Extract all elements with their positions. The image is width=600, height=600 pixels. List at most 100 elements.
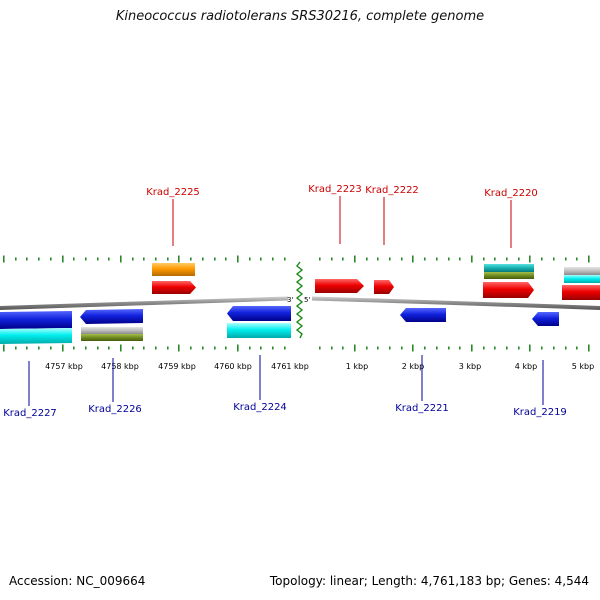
- minor-tick: [143, 257, 145, 261]
- minor-tick: [319, 346, 321, 350]
- gene-feature-cyan-left[interactable]: [0, 328, 72, 344]
- minor-tick: [401, 257, 403, 261]
- gene-label-lower[interactable]: Krad_2224: [233, 402, 287, 413]
- major-tick: [62, 344, 64, 352]
- minor-tick: [331, 257, 333, 261]
- minor-tick: [518, 257, 520, 261]
- coordinate-tick-label: 4758 kbp: [101, 362, 139, 371]
- genome-stats-text: Topology: linear; Length: 4,761,183 bp; …: [269, 574, 589, 588]
- coordinate-tick-label: 1 kbp: [346, 362, 368, 371]
- gene-feature-teal[interactable]: [484, 264, 534, 273]
- minor-tick: [73, 257, 75, 261]
- minor-tick: [389, 257, 391, 261]
- major-tick: [237, 344, 239, 352]
- gene-feature-orange[interactable]: [152, 263, 195, 276]
- major-tick: [3, 255, 5, 263]
- major-tick: [529, 255, 531, 263]
- gene-feature-krad-2225[interactable]: [152, 281, 196, 294]
- major-tick: [588, 344, 590, 352]
- minor-tick: [143, 346, 145, 350]
- minor-tick: [97, 346, 99, 350]
- gene-feature-olive[interactable]: [484, 272, 534, 279]
- major-tick: [471, 344, 473, 352]
- gene-label-upper[interactable]: Krad_2223: [308, 184, 362, 195]
- gene-feature-gray-right[interactable]: [564, 267, 600, 275]
- minor-tick: [190, 257, 192, 261]
- gene-feature-krad-2222[interactable]: [374, 280, 394, 294]
- sequence-break-mark: [295, 261, 304, 339]
- minor-tick: [331, 346, 333, 350]
- coordinate-tick-label: 4 kbp: [515, 362, 537, 371]
- upper-tick-row: [3, 255, 590, 263]
- gene-feature-krad-2223[interactable]: [315, 279, 364, 293]
- lower-gene-labels: Krad_2227 Krad_2226 Krad_2224 Krad_2221 Krad…: [3, 355, 567, 419]
- gene-label-lower[interactable]: Krad_2226: [88, 404, 142, 415]
- minor-tick: [249, 346, 251, 350]
- minor-tick: [366, 346, 368, 350]
- gene-label-upper[interactable]: Krad_2225: [146, 187, 200, 198]
- coordinate-tick-label: 5 kbp: [572, 362, 594, 371]
- gene-label-upper[interactable]: Krad_2222: [365, 185, 419, 196]
- gene-feature-cyan-right[interactable]: [564, 275, 600, 283]
- coordinate-tick-labels: 4757 kbp 4758 kbp 4759 kbp 4760 kbp 4761 kbp…: [45, 362, 594, 371]
- minor-tick: [424, 257, 426, 261]
- genome-title: Kineococcus radiotolerans SRS30216, comp…: [115, 9, 485, 24]
- minor-tick: [553, 346, 555, 350]
- minor-tick: [541, 257, 543, 261]
- coordinate-tick-label: 4760 kbp: [214, 362, 252, 371]
- minor-tick: [436, 257, 438, 261]
- minor-tick: [214, 346, 216, 350]
- gene-feature-olive-left[interactable]: [81, 334, 143, 341]
- minor-tick: [506, 257, 508, 261]
- major-tick: [178, 255, 180, 263]
- gene-feature-krad-2221[interactable]: [400, 308, 446, 322]
- minor-tick: [576, 346, 578, 350]
- major-tick: [120, 255, 122, 263]
- minor-tick: [424, 346, 426, 350]
- major-tick: [529, 344, 531, 352]
- minor-tick: [459, 257, 461, 261]
- minor-tick: [97, 257, 99, 261]
- major-tick: [178, 344, 180, 352]
- minor-tick: [541, 346, 543, 350]
- minor-tick: [225, 346, 227, 350]
- minor-tick: [565, 346, 567, 350]
- coordinate-tick-label: 4761 kbp: [271, 362, 309, 371]
- gene-feature-krad-2224[interactable]: [227, 306, 291, 321]
- coordinate-tick-label: 4757 kbp: [45, 362, 83, 371]
- gene-feature-krad-2220[interactable]: [483, 282, 534, 298]
- minor-tick: [518, 346, 520, 350]
- minor-tick: [155, 346, 157, 350]
- lower-tick-row: [3, 344, 590, 352]
- minor-tick: [132, 257, 134, 261]
- minor-tick: [85, 346, 87, 350]
- gene-feature-krad-2226[interactable]: [80, 309, 143, 324]
- minor-tick: [155, 257, 157, 261]
- major-tick: [412, 344, 414, 352]
- minor-tick: [494, 346, 496, 350]
- minor-tick: [377, 257, 379, 261]
- gene-feature-cyan-mid[interactable]: [227, 323, 291, 338]
- gene-feature-krad-2227[interactable]: [0, 311, 72, 329]
- gene-feature-krad-2219[interactable]: [532, 312, 559, 326]
- gene-label-lower[interactable]: Krad_2221: [395, 403, 449, 414]
- major-tick: [412, 255, 414, 263]
- minor-tick: [38, 257, 40, 261]
- accession-text: Accession: NC_009664: [9, 574, 146, 588]
- minor-tick: [483, 346, 485, 350]
- minor-tick: [73, 346, 75, 350]
- minor-tick: [436, 346, 438, 350]
- coordinate-tick-label: 4759 kbp: [158, 362, 196, 371]
- gene-feature-red-right[interactable]: [562, 285, 600, 300]
- major-tick: [471, 255, 473, 263]
- gene-feature-gray-left[interactable]: [81, 327, 143, 334]
- minor-tick: [26, 346, 28, 350]
- minor-tick: [50, 257, 52, 261]
- gene-label-lower[interactable]: Krad_2227: [3, 408, 57, 419]
- gene-label-lower[interactable]: Krad_2219: [513, 407, 567, 418]
- major-tick: [588, 255, 590, 263]
- minor-tick: [448, 257, 450, 261]
- gene-label-upper[interactable]: Krad_2220: [484, 188, 538, 199]
- minor-tick: [284, 257, 286, 261]
- minor-tick: [214, 257, 216, 261]
